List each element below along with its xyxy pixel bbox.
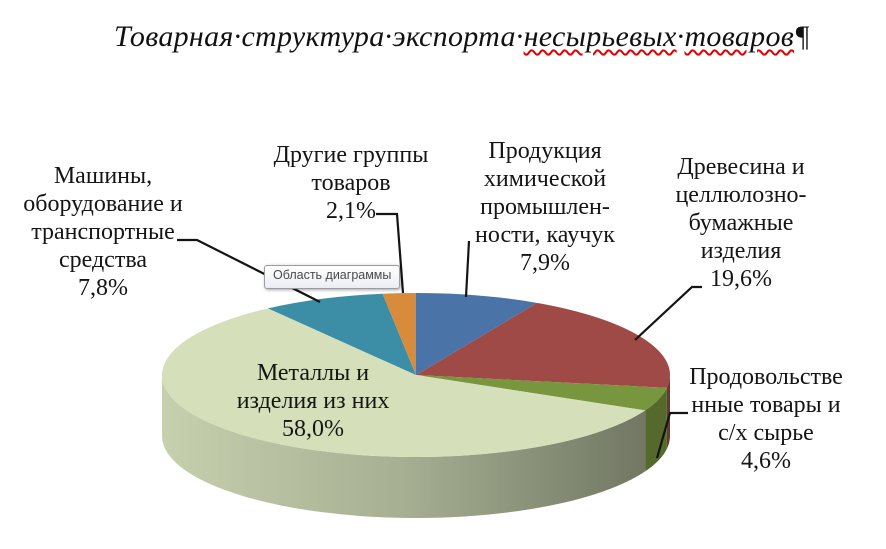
label-line: Машины, xyxy=(53,163,153,189)
label-line: бумажные xyxy=(688,210,794,236)
label-value: 7,8% xyxy=(78,275,128,301)
label-value: 2,1% xyxy=(326,198,376,224)
label-line: товаров xyxy=(311,170,391,196)
label-value: 7,9% xyxy=(520,250,570,276)
label-value: 19,6% xyxy=(710,266,772,292)
label-line: изделия из них xyxy=(236,388,390,414)
leader-line-chemical xyxy=(464,240,471,298)
pie-slice-wood[interactable] xyxy=(416,302,670,388)
leader-line-food xyxy=(655,411,688,459)
label-line: Древесина и xyxy=(677,154,805,180)
chart-area-tooltip: Область диаграммы xyxy=(264,265,401,289)
title-misspelled-word-1: несырьевых xyxy=(523,20,677,53)
label-machines[interactable]: Машины, оборудование и транспортные сред… xyxy=(0,162,206,302)
label-line: изделия xyxy=(700,238,782,264)
label-value: 58,0% xyxy=(282,416,344,442)
pie-slice-machines[interactable] xyxy=(268,293,416,375)
pie-slice-side-food xyxy=(645,387,667,472)
page-title: Товарная·структура·экспорта·несырьевых·т… xyxy=(114,20,886,54)
label-wood-pulp[interactable]: Древесина и целлюлозно- бумажные изделия… xyxy=(631,153,851,293)
label-line: Продукция xyxy=(488,138,602,164)
label-value: 4,6% xyxy=(741,448,791,474)
label-line: целлюлозно- xyxy=(675,182,807,208)
label-line: промышлен- xyxy=(480,194,610,220)
label-other-goods[interactable]: Другие группы товаров 2,1% xyxy=(241,141,461,225)
pie-slice-chemical[interactable] xyxy=(416,293,537,375)
pie-slice-side-wood xyxy=(666,375,670,449)
pilcrow-mark: ¶ xyxy=(794,20,811,53)
leader-line-wood xyxy=(634,285,702,341)
label-metals[interactable]: Металлы и изделия из них 58,0% xyxy=(203,359,423,443)
label-line: нные товары и xyxy=(691,392,841,418)
label-food-agri[interactable]: Продовольстве нные товары и с/х сырье 4,… xyxy=(656,363,876,475)
label-line: оборудование и xyxy=(23,191,183,217)
title-misspelled-word-2: товаров xyxy=(684,20,795,53)
pie-slice-side-metals xyxy=(162,375,646,518)
label-line: с/х сырье xyxy=(718,420,814,446)
pie-slice-metals[interactable] xyxy=(161,308,646,458)
label-line: Металлы и xyxy=(256,360,370,386)
leader-line-other xyxy=(376,212,405,294)
pie-slice-food[interactable] xyxy=(416,375,667,411)
label-line: транспортные xyxy=(31,219,175,245)
title-text: Товарная·структура·экспорта· xyxy=(114,20,524,53)
label-line: ности, каучук xyxy=(475,222,615,248)
tooltip-text: Область диаграммы xyxy=(273,268,392,282)
label-line: химической xyxy=(483,166,607,192)
label-line: Продовольстве xyxy=(689,364,843,390)
label-chemical[interactable]: Продукция химической промышлен- ности, к… xyxy=(435,137,655,277)
title-word-separator: · xyxy=(676,20,685,53)
label-line: средства xyxy=(58,247,147,273)
pie-slice-other[interactable] xyxy=(382,292,416,375)
label-line: Другие группы xyxy=(273,142,429,168)
